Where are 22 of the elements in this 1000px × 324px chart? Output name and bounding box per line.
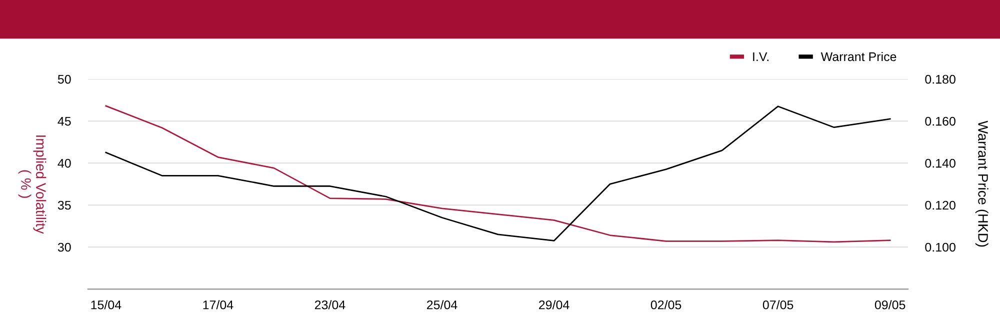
y2-tick-label: 0.180: [925, 74, 956, 84]
y2-tick-label: 0.140: [925, 158, 956, 168]
y2-axis-title: Warrant Price (HKD): [975, 120, 988, 247]
x-tick-label: 25/04: [426, 300, 458, 310]
x-tick-label: 23/04: [314, 300, 346, 310]
x-tick-label: 15/04: [91, 300, 122, 310]
legend-label: Warrant Price: [820, 52, 896, 62]
x-tick-label: 17/04: [203, 300, 234, 310]
x-tick-label: 29/04: [539, 300, 570, 310]
y-tick-label: 50: [58, 74, 71, 84]
y2-tick-label: 0.100: [925, 242, 956, 252]
y-tick-label: 35: [58, 200, 71, 210]
x-tick-label: 09/05: [874, 300, 906, 310]
x-tick-label: 02/05: [650, 300, 682, 310]
y-tick-label: 45: [58, 116, 71, 126]
x-tick-label: 07/05: [762, 300, 794, 310]
y-tick-label: 40: [58, 158, 71, 168]
y2-tick-label: 0.120: [925, 200, 956, 210]
y2-tick-label: 0.160: [925, 116, 956, 126]
y-tick-label: 30: [58, 242, 71, 252]
legend-label: I.V.: [753, 52, 768, 62]
y-axis-title: Implied Volatility ( % ): [18, 136, 46, 234]
